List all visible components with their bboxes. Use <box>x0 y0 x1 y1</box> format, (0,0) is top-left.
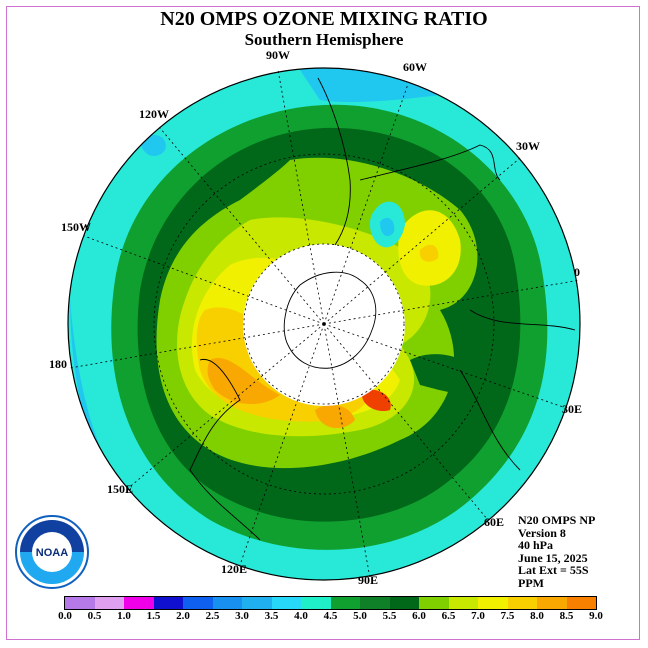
figure-frame <box>6 6 640 640</box>
colorbar-swatch <box>507 597 537 609</box>
colorbar-swatch <box>271 597 301 609</box>
colorbar-swatch <box>448 597 478 609</box>
colorbar-label: 9.0 <box>589 610 603 622</box>
colorbar-swatch <box>65 597 95 609</box>
antarctica-outline <box>283 271 377 369</box>
longitude-label: 30E <box>562 402 583 416</box>
info-line: N20 OMPS NP <box>518 513 596 527</box>
longitude-label: 60W <box>403 60 427 74</box>
colorbar-swatch <box>566 597 596 609</box>
field-7.0-7.5-b <box>315 404 355 429</box>
ozone-field <box>68 68 580 580</box>
colorbar-label: 4.5 <box>323 610 338 622</box>
colorbar-label: 0.5 <box>87 610 102 622</box>
colorbar-label: 2.0 <box>176 610 190 622</box>
colorbar-label: 8.0 <box>530 610 544 622</box>
map-subtitle: Southern Hemisphere <box>244 30 404 49</box>
colorbar-swatch <box>94 597 124 609</box>
colorbar-label: 6.0 <box>412 610 426 622</box>
colorbar-label: 3.0 <box>235 610 249 622</box>
map-boundary <box>67 67 581 581</box>
longitude-label: 90E <box>358 573 379 587</box>
colorbar-swatch <box>242 597 272 609</box>
field-intrusion-30e <box>410 354 490 395</box>
colorbar-swatch <box>330 597 360 609</box>
longitude-label: 150W <box>61 220 91 234</box>
longitude-label: 120E <box>221 562 248 576</box>
longitude-label: 90W <box>266 48 290 62</box>
info-line: Lat Ext = 55S <box>518 563 589 577</box>
colorbar-label: 0.0 <box>58 610 72 622</box>
colorbar-label: 1.5 <box>146 610 161 622</box>
field-east-lobe-core <box>419 244 439 262</box>
colorbar-swatch <box>212 597 242 609</box>
colorbar-label: 4.0 <box>294 610 308 622</box>
noaa-logo-text: NOAA <box>36 547 68 559</box>
colorbar-swatch <box>183 597 213 609</box>
colorbar-swatch <box>419 597 449 609</box>
longitude-label: 150E <box>107 482 134 496</box>
info-line: 40 hPa <box>518 538 554 552</box>
colorbar-swatch <box>537 597 567 609</box>
noaa-logo: NOAA <box>15 515 89 589</box>
colorbar-label: 5.0 <box>353 610 367 622</box>
longitude-label: 30W <box>516 139 540 153</box>
south-america-coast-b <box>359 144 501 181</box>
field-7.5-8.0 <box>361 389 391 412</box>
info-line: June 15, 2025 <box>518 550 588 565</box>
info-line: PPM <box>518 575 544 590</box>
colorbar-label: 7.0 <box>471 610 485 622</box>
colorbar-label: 2.5 <box>205 610 220 622</box>
longitude-label: 120W <box>139 107 169 121</box>
info-panel: N20 OMPS NP Version 8 40 hPa June 15, 20… <box>518 514 595 589</box>
colorbar-swatch <box>301 597 331 609</box>
south-america-coast <box>317 77 351 246</box>
colorbar-swatch <box>389 597 419 609</box>
colorbar-label: 7.5 <box>500 610 515 622</box>
colorbar-label: 8.5 <box>559 610 574 622</box>
longitude-label: 180 <box>49 357 67 371</box>
colorbar-swatch <box>360 597 390 609</box>
map-title: N20 OMPS OZONE MIXING RATIO <box>160 8 488 30</box>
longitude-label: 60E <box>484 515 505 529</box>
graticule <box>69 69 581 579</box>
colorbar <box>64 596 597 610</box>
colorbar-label: 6.5 <box>441 610 456 622</box>
africa-coast <box>459 309 576 471</box>
colorbar-swatch <box>153 597 183 609</box>
field-3.0-3.5-north <box>300 68 440 103</box>
info-line: Version 8 <box>518 525 566 540</box>
colorbar-label: 5.5 <box>382 610 397 622</box>
colorbar-label: 1.0 <box>117 610 131 622</box>
australia-coast <box>189 358 261 541</box>
longitude-label: 0 <box>574 265 580 279</box>
field-7.0-7.5 <box>207 358 280 405</box>
colorbar-swatch <box>478 597 508 609</box>
colorbar-swatch <box>124 597 154 609</box>
field-low-pocket-core <box>380 217 395 237</box>
colorbar-label: 3.5 <box>264 610 279 622</box>
